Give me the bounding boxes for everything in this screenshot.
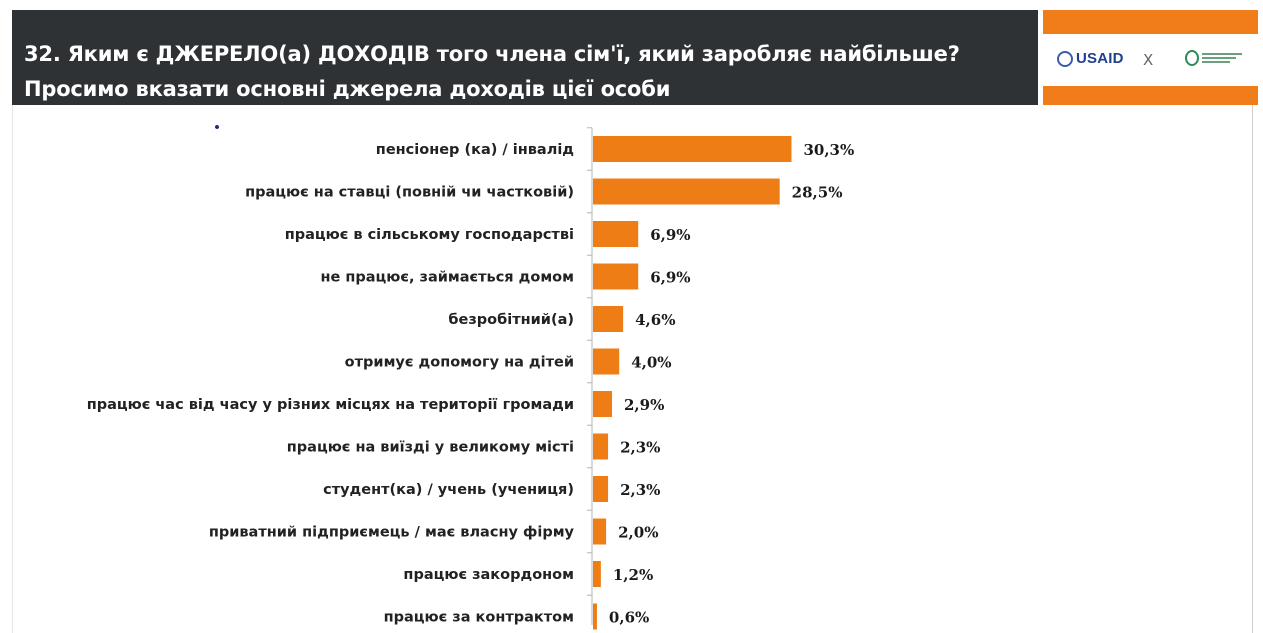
category-label: працює на ставці (повній чи частковій)	[245, 185, 574, 201]
bar	[593, 561, 601, 587]
bar	[593, 348, 620, 375]
data-label: 4,0%	[631, 354, 671, 372]
bar	[593, 136, 792, 162]
bar	[593, 476, 609, 502]
category-label: працює на виїзді у великому місті	[287, 440, 574, 456]
data-label: 30,3%	[803, 141, 854, 159]
partner-logo-right	[1185, 50, 1242, 66]
data-label: 4,6%	[635, 311, 675, 329]
category-label: студент(ка) / учень (учениця)	[323, 482, 574, 498]
title-bar: 32. Яким є ДЖЕРЕЛО(а) ДОХОДІВ того члена…	[12, 10, 1038, 105]
category-label: не працює, займається домом	[320, 270, 574, 286]
data-label: 2,3%	[620, 439, 660, 457]
data-label: 2,3%	[620, 481, 660, 499]
page-subtitle: Просимо вказати основні джерела доходів …	[24, 77, 671, 101]
logo-panel: USAID X	[1043, 34, 1258, 86]
category-label: безробітний(а)	[448, 312, 574, 328]
slide-border-left	[12, 105, 13, 633]
data-label: 1,2%	[613, 566, 653, 584]
bar	[593, 391, 612, 417]
bar	[593, 518, 607, 545]
bar	[593, 263, 639, 290]
usaid-seal-icon	[1057, 50, 1073, 67]
data-label: 6,9%	[650, 269, 690, 287]
slide-border-right	[1252, 105, 1253, 633]
brand-stripe-top	[1043, 10, 1258, 34]
partner-logo-text-lines	[1202, 53, 1242, 63]
bar	[593, 603, 597, 630]
data-label: 28,5%	[792, 184, 843, 202]
partner-logo-mid: X	[1143, 51, 1154, 69]
category-label: працює в сільському господарстві	[285, 227, 574, 243]
brand-stripe-bottom	[1043, 86, 1258, 105]
usaid-wordmark: USAID	[1076, 50, 1124, 67]
category-label: працює час від часу у різних місцях на т…	[87, 397, 574, 413]
data-label: 6,9%	[650, 226, 690, 244]
leaf-icon	[1185, 50, 1199, 66]
category-label: пенсіонер (ка) / інвалід	[376, 142, 574, 158]
data-label: 2,0%	[618, 524, 658, 542]
category-label: працює закордоном	[403, 567, 574, 583]
bar	[593, 433, 609, 460]
data-label: 0,6%	[609, 609, 649, 627]
bar	[593, 306, 624, 332]
category-label: отримує допомогу на дітей	[345, 355, 574, 371]
category-label: працює за контрактом	[384, 610, 574, 626]
page-title: 32. Яким є ДЖЕРЕЛО(а) ДОХОДІВ того члена…	[24, 42, 960, 66]
usaid-logo: USAID	[1057, 50, 1124, 67]
bar	[593, 178, 780, 205]
data-label: 2,9%	[624, 396, 664, 414]
bar	[593, 221, 639, 247]
category-label: приватний підприємець / має власну фірму	[209, 525, 575, 541]
